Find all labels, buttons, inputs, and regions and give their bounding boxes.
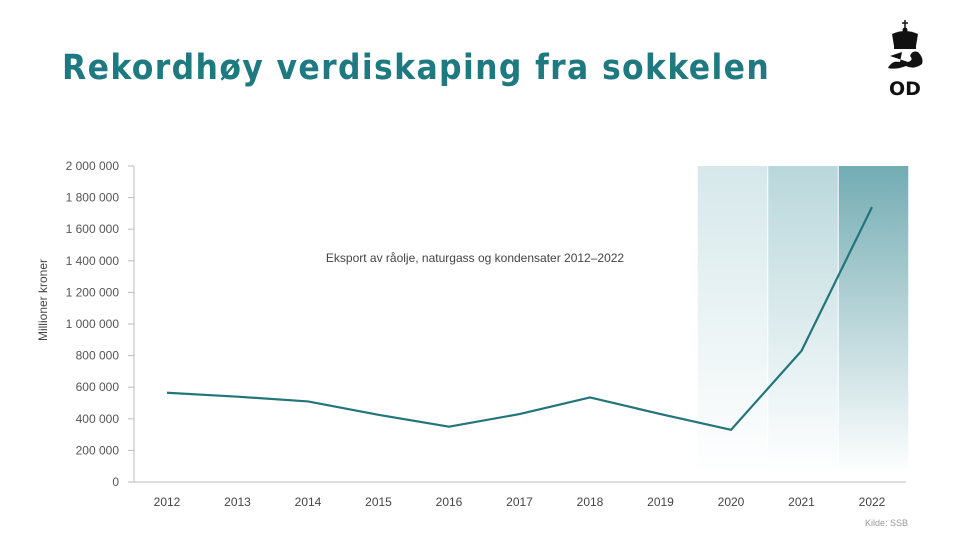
y-tick-label: 200 000 xyxy=(76,443,120,457)
od-logo: OD xyxy=(880,18,930,104)
x-tick-label: 2022 xyxy=(859,495,886,509)
x-tick-label: 2015 xyxy=(365,495,392,509)
highlight-bands xyxy=(697,166,909,474)
y-tick-label: 1 400 000 xyxy=(66,254,120,268)
x-tick-label: 2016 xyxy=(436,495,463,509)
x-tick-label: 2018 xyxy=(577,495,604,509)
y-tick-label: 1 800 000 xyxy=(66,191,120,205)
y-tick-label: 1 200 000 xyxy=(66,285,120,299)
slide-title: Rekordhøy verdiskaping fra sokkelen xyxy=(62,48,771,88)
x-tick-label: 2020 xyxy=(718,495,745,509)
chart-annotation: Eksport av råolje, naturgass og kondensa… xyxy=(326,251,625,265)
y-ticks: 0 200 000 400 000 600 000 800 000 1 000 000 1 … xyxy=(66,159,134,489)
logo-text: OD xyxy=(889,78,921,100)
x-tick-label: 2019 xyxy=(647,495,674,509)
highlight-band-2022 xyxy=(838,166,909,474)
highlight-band-2020 xyxy=(697,166,768,474)
x-tick-label: 2013 xyxy=(224,495,251,509)
y-axis-label: Millioner kroner xyxy=(36,259,50,341)
series-line xyxy=(166,206,873,431)
x-tick-label: 2014 xyxy=(295,495,322,509)
source-note: Kilde: SSB xyxy=(864,518,908,528)
x-ticks: 2012 2013 2014 2015 2016 2017 2018 2019 2020 2021… xyxy=(154,495,886,509)
y-tick-label: 1 600 000 xyxy=(66,222,120,236)
y-tick-label: 400 000 xyxy=(76,412,120,426)
highlight-band-2021 xyxy=(768,166,838,474)
x-tick-label: 2021 xyxy=(788,495,815,509)
y-tick-label: 1 000 000 xyxy=(66,317,120,331)
y-tick-label: 800 000 xyxy=(76,349,120,363)
y-tick-label: 0 xyxy=(112,475,119,489)
y-tick-label: 600 000 xyxy=(76,380,120,394)
x-tick-label: 2012 xyxy=(154,495,181,509)
crown-lion-icon xyxy=(888,20,923,69)
y-tick-label: 2 000 000 xyxy=(66,159,120,173)
x-tick-label: 2017 xyxy=(506,495,533,509)
